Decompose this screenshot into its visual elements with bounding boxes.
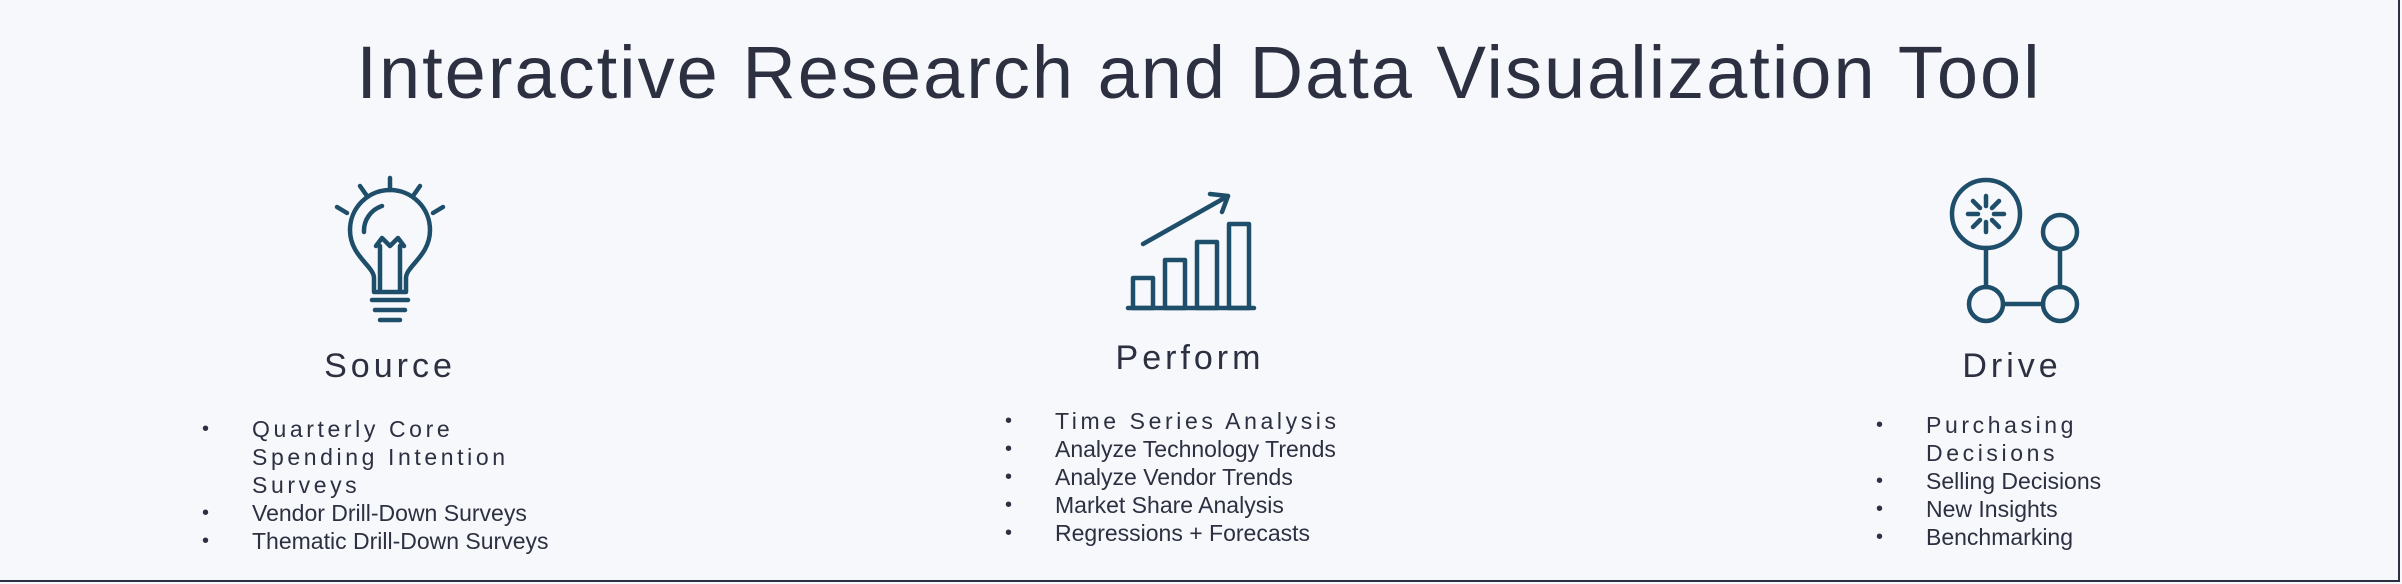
heading-source: Source — [324, 347, 456, 385]
list-item: Thematic Drill-Down Surveys — [202, 527, 582, 555]
network-nodes-icon — [1946, 176, 2084, 326]
list-item: Regressions + Forecasts — [1005, 519, 1445, 547]
list-item: Selling Decisions — [1876, 467, 2176, 495]
list-item: Purchasing Decisions — [1876, 411, 2176, 467]
list-item: New Insights — [1876, 495, 2176, 523]
heading-perform: Perform — [1115, 339, 1265, 377]
lightbulb-icon — [330, 172, 450, 330]
list-item: Benchmarking — [1876, 523, 2176, 551]
page-title: Interactive Research and Data Visualizat… — [356, 31, 2042, 114]
list-item: Market Share Analysis — [1005, 491, 1445, 519]
list-item: Analyze Technology Trends — [1005, 435, 1445, 463]
heading-drive: Drive — [1962, 347, 2062, 385]
list-item: Quarterly Core Spending Intention Survey… — [202, 415, 582, 499]
bar-chart-growth-icon — [1124, 188, 1260, 314]
perform-list: Time Series Analysis Analyze Technology … — [1005, 407, 1445, 547]
source-list: Quarterly Core Spending Intention Survey… — [202, 415, 582, 555]
list-item: Vendor Drill-Down Surveys — [202, 499, 582, 527]
list-item: Analyze Vendor Trends — [1005, 463, 1445, 491]
list-item: Time Series Analysis — [1005, 407, 1445, 435]
drive-list: Purchasing Decisions Selling Decisions N… — [1876, 411, 2176, 551]
